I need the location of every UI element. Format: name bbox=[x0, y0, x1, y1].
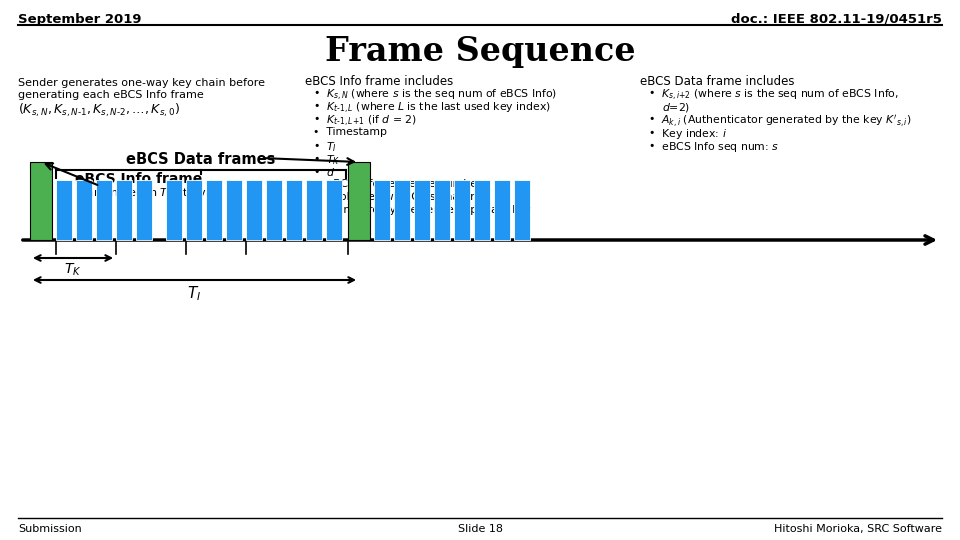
Bar bbox=[136, 180, 152, 240]
Bar bbox=[166, 180, 182, 240]
Text: •  $K_{s,i\text{+}2}$ (where $s$ is the seq num of eBCS Info,: • $K_{s,i\text{+}2}$ (where $s$ is the s… bbox=[648, 88, 899, 103]
Text: •  $A_{k,i}$ (Authenticator generated by the key $K'_{s,i}$): • $A_{k,i}$ (Authenticator generated by … bbox=[648, 114, 912, 130]
Bar bbox=[394, 180, 410, 240]
Bar bbox=[56, 180, 72, 240]
Bar bbox=[96, 180, 112, 240]
Text: •  eBCS Info seq num: $s$: • eBCS Info seq num: $s$ bbox=[648, 140, 779, 154]
Text: •  $K_{t\text{-}1,L}$ (where $L$ is the last used key index): • $K_{t\text{-}1,L}$ (where $L$ is the l… bbox=[313, 101, 551, 116]
Bar bbox=[286, 180, 302, 240]
Text: •  Public key with CA signature: • Public key with CA signature bbox=[313, 192, 481, 202]
Text: $d$=2): $d$=2) bbox=[662, 101, 690, 114]
Bar bbox=[30, 162, 52, 240]
Bar bbox=[226, 180, 242, 240]
Bar bbox=[348, 162, 370, 240]
Text: Hitoshi Morioka, SRC Software: Hitoshi Morioka, SRC Software bbox=[774, 524, 942, 534]
Text: $(K_{s,N}, K_{s,N\text{-}1}, K_{s,N\text{-}2}, \ldots, K_{s,0})$: $(K_{s,N}, K_{s,N\text{-}1}, K_{s,N\text… bbox=[18, 102, 180, 119]
Bar bbox=[454, 180, 470, 240]
Bar bbox=[76, 180, 92, 240]
Text: •  $T_I$: • $T_I$ bbox=[313, 140, 337, 154]
Text: September 2019: September 2019 bbox=[18, 13, 141, 26]
Bar bbox=[474, 180, 490, 240]
Text: •  $T_K$: • $T_K$ bbox=[313, 153, 341, 167]
Text: •  $d$: • $d$ bbox=[313, 166, 335, 178]
Text: •  $K_{s,N}$ (where $s$ is the seq num of eBCS Info): • $K_{s,N}$ (where $s$ is the seq num of… bbox=[313, 88, 557, 103]
Text: $T_I$: $T_I$ bbox=[187, 284, 202, 303]
Text: •  Key index: $i$: • Key index: $i$ bbox=[648, 127, 727, 141]
Bar bbox=[494, 180, 510, 240]
Text: •  Timestamp: • Timestamp bbox=[313, 127, 387, 137]
Text: Transmitted in $T_I$ interval: Transmitted in $T_I$ interval bbox=[75, 186, 216, 200]
Text: eBCS Data frames: eBCS Data frames bbox=[127, 152, 276, 167]
Text: •  eBCS Info sequence number: • eBCS Info sequence number bbox=[313, 179, 482, 189]
Bar bbox=[266, 180, 282, 240]
Text: eBCS Info frame includes: eBCS Info frame includes bbox=[305, 75, 453, 88]
Text: $T_K$: $T_K$ bbox=[64, 262, 82, 279]
Bar bbox=[374, 180, 390, 240]
Text: generating each eBCS Info frame: generating each eBCS Info frame bbox=[18, 90, 204, 100]
Bar bbox=[206, 180, 222, 240]
Text: eBCS Info frame: eBCS Info frame bbox=[75, 172, 203, 186]
Bar bbox=[306, 180, 322, 240]
Bar bbox=[514, 180, 530, 240]
Text: Submission: Submission bbox=[18, 524, 82, 534]
Text: doc.: IEEE 802.11-19/0451r5: doc.: IEEE 802.11-19/0451r5 bbox=[732, 13, 942, 26]
Bar bbox=[116, 180, 132, 240]
Bar bbox=[326, 180, 342, 240]
Bar bbox=[186, 180, 202, 240]
Text: Sender generates one-way key chain before: Sender generates one-way key chain befor… bbox=[18, 78, 265, 88]
Text: Slide 18: Slide 18 bbox=[458, 524, 502, 534]
Bar bbox=[434, 180, 450, 240]
Bar bbox=[414, 180, 430, 240]
Text: •  $K_{t\text{-}1,L\text{+}1}$ (if $d$ = 2): • $K_{t\text{-}1,L\text{+}1}$ (if $d$ = … bbox=[313, 114, 417, 129]
Bar bbox=[246, 180, 262, 240]
Text: Frame Sequence: Frame Sequence bbox=[324, 35, 636, 68]
Text: •  Signature by the sender's private key: • Signature by the sender's private key bbox=[313, 205, 532, 215]
Text: eBCS Data frame includes: eBCS Data frame includes bbox=[640, 75, 795, 88]
